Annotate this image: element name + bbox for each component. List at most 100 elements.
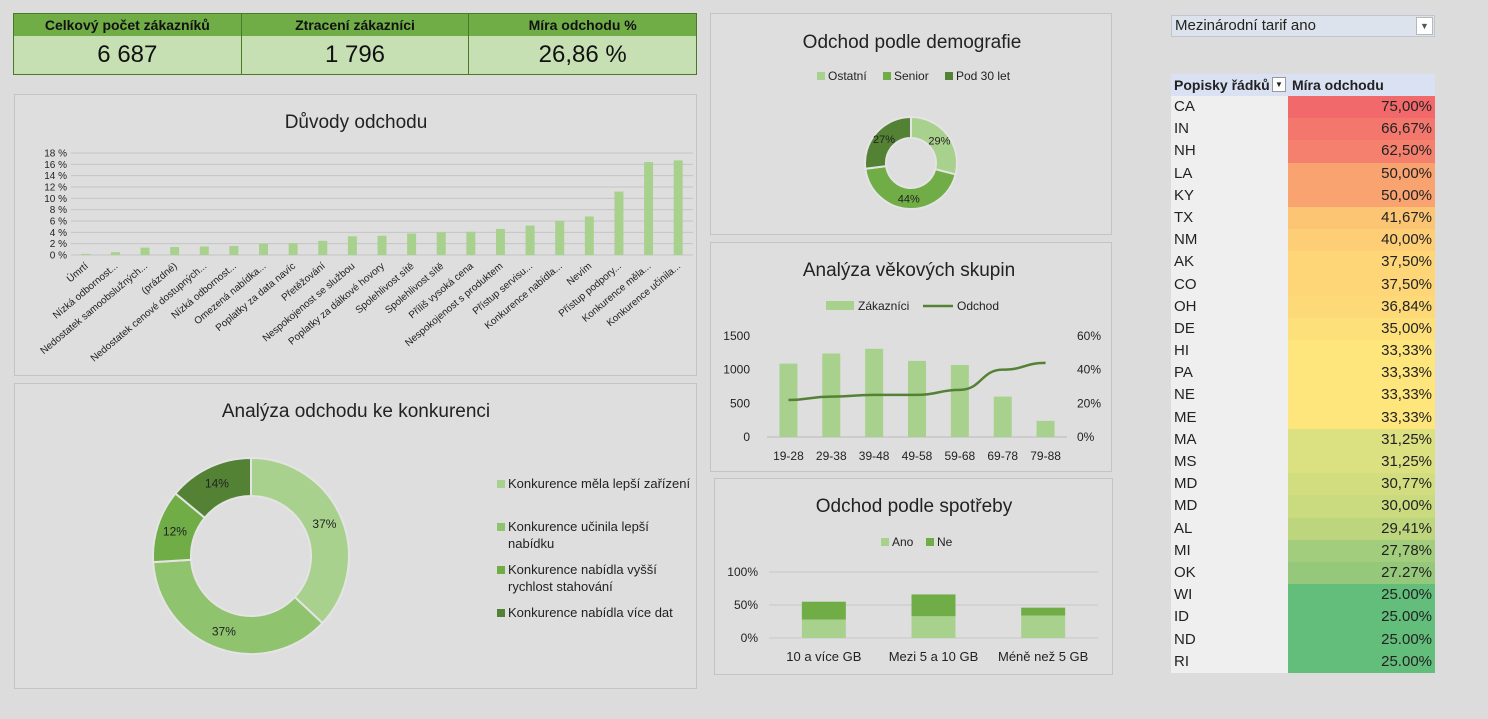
data-label: 37% <box>212 624 236 638</box>
table-row[interactable]: MA 31,25% <box>1171 428 1435 451</box>
table-row[interactable]: AL 29,41% <box>1171 517 1435 540</box>
bar <box>614 191 624 255</box>
x-tick-label: Mezi 5 a 10 GB <box>889 649 979 664</box>
pie-slice <box>152 558 324 655</box>
bar <box>908 360 926 437</box>
x-tick-label: 39-48 <box>859 449 890 463</box>
chart-panel-usage[interactable]: Odchod podle spotřeby Ano Ne 0% 50% 100% 10 a … <box>714 478 1113 675</box>
table-row[interactable]: ND 25.00% <box>1171 628 1435 651</box>
table-row[interactable]: MD 30,77% <box>1171 473 1435 496</box>
table-row[interactable]: OK 27.27% <box>1171 561 1435 585</box>
state-cell: TX <box>1171 206 1288 230</box>
table-row[interactable]: NM 40,00% <box>1171 229 1435 252</box>
table-row[interactable]: IN 66,67% <box>1171 118 1435 141</box>
churn-rate-cell: 75,00% <box>1288 96 1435 119</box>
x-tick-label: 79-88 <box>1030 449 1061 463</box>
usage-stacked-chart: Odchod podle spotřeby Ano Ne 0% 50% 100% 10 a … <box>727 496 1098 664</box>
table-row[interactable]: ME 33,33% <box>1171 406 1435 429</box>
churn-rate-cell: 36,84% <box>1288 295 1435 318</box>
state-cell: WI <box>1171 584 1288 607</box>
table-row[interactable]: RI 25.00% <box>1171 650 1435 673</box>
churn-rate-cell: 40,00% <box>1288 229 1435 252</box>
table-row[interactable]: MD 30,00% <box>1171 495 1435 518</box>
data-label: 44% <box>898 194 920 206</box>
pie-slice <box>864 115 912 170</box>
table-row[interactable]: NH 62,50% <box>1171 140 1435 163</box>
bar <box>407 233 417 255</box>
x-tick-label: 69-78 <box>987 449 1018 463</box>
state-cell: ME <box>1171 406 1288 429</box>
legend-label: Konkurence učinila lepší <box>508 519 649 534</box>
y-tick-label-right: 0% <box>1077 430 1095 444</box>
chart-title: Analýza odchodu ke konkurenci <box>222 401 490 422</box>
churn-rate-cell: 37,50% <box>1288 273 1435 296</box>
table-row[interactable]: LA 50,00% <box>1171 162 1435 185</box>
legend-label: Ne <box>937 535 953 549</box>
table-row[interactable]: MS 31,25% <box>1171 451 1435 474</box>
chart-panel-competition[interactable]: Analýza odchodu ke konkurenci 37% 37% 12% 14… <box>14 383 697 689</box>
legend-swatch <box>497 480 505 488</box>
bar <box>993 396 1012 437</box>
table-row[interactable]: KY 50,00% <box>1171 184 1435 207</box>
churn-rate-cell: 50,00% <box>1288 162 1435 185</box>
y-tick-label: 8 % <box>50 205 67 216</box>
stacked-bar-segment <box>801 601 846 620</box>
pivot-col-row-labels[interactable]: Popisky řádků ▼ <box>1171 74 1288 96</box>
legend-label: Konkurence měla lepší zařízení <box>508 476 690 491</box>
table-row[interactable]: ID 25.00% <box>1171 606 1435 629</box>
table-row[interactable]: WI 25.00% <box>1171 584 1435 607</box>
chart-panel-demography[interactable]: Odchod podle demografie Ostatní Senior Pod … <box>710 13 1112 235</box>
legend-label: Zákazníci <box>858 299 909 313</box>
churn-rate-cell: 33,33% <box>1288 406 1435 429</box>
table-row[interactable]: TX 41,67% <box>1171 206 1435 230</box>
state-cell: AK <box>1171 251 1288 274</box>
table-row[interactable]: PA 33,33% <box>1171 362 1435 385</box>
kpi-churn-rate: Míra odchodu % 26,86 % <box>469 14 697 74</box>
chart-panel-age[interactable]: Analýza věkových skupin Zákazníci Odchod 0 5… <box>710 242 1112 472</box>
x-tick-label: Úmrtí <box>64 259 91 285</box>
churn-rate-cell: 41,67% <box>1288 206 1435 230</box>
table-row[interactable]: HI 33,33% <box>1171 340 1435 363</box>
chart-panel-reasons[interactable]: Důvody odchodu 0 % 2 % 4 % 6 % 8 % 10 % 12 % 14 … <box>14 94 697 376</box>
state-cell: AL <box>1171 517 1288 540</box>
table-row[interactable]: DE 35,00% <box>1171 317 1435 341</box>
churn-rate-cell: 25.00% <box>1288 606 1435 629</box>
kpi-value: 1 796 <box>324 41 386 68</box>
y-tick-label: 6 % <box>50 217 67 228</box>
x-tick-label: Méně než 5 GB <box>998 649 1088 664</box>
x-tick-label: 29-38 <box>816 449 847 463</box>
stacked-bar-segment <box>911 616 956 638</box>
churn-rate-cell: 27.27% <box>1288 561 1435 585</box>
churn-rate-cell: 29,41% <box>1288 517 1435 540</box>
bar <box>584 216 594 255</box>
state-cell: OH <box>1171 295 1288 318</box>
state-cell: CA <box>1171 96 1288 119</box>
slicer-filter[interactable]: Mezinárodní tarif ano ▼ <box>1171 15 1435 37</box>
table-row[interactable]: CA 75,00% <box>1171 96 1435 119</box>
y-tick-label: 18 % <box>44 149 67 160</box>
pie-slice <box>864 165 957 210</box>
y-tick-label: 2 % <box>50 239 67 250</box>
table-row[interactable]: MI 27,78% <box>1171 539 1435 562</box>
state-cell: MA <box>1171 428 1288 451</box>
kpi-value: 6 687 <box>97 41 158 68</box>
churn-rate-cell: 30,77% <box>1288 473 1435 496</box>
table-row[interactable]: NE 33,33% <box>1171 384 1435 407</box>
bar <box>229 245 239 255</box>
churn-rate-cell: 50,00% <box>1288 184 1435 207</box>
table-row[interactable]: OH 36,84% <box>1171 295 1435 318</box>
filter-dropdown-icon[interactable]: ▼ <box>1272 77 1286 92</box>
data-label: 12% <box>163 524 187 538</box>
state-cell: MD <box>1171 495 1288 518</box>
legend-swatch <box>826 301 854 310</box>
state-cell: HI <box>1171 340 1288 363</box>
table-row[interactable]: CO 37,50% <box>1171 273 1435 296</box>
dropdown-arrow-icon[interactable]: ▼ <box>1416 17 1433 35</box>
churn-rate-cell: 62,50% <box>1288 140 1435 163</box>
stacked-bar-segment <box>801 619 846 638</box>
slicer-value: Mezinárodní tarif ano <box>1175 17 1316 34</box>
state-cell: ID <box>1171 606 1288 629</box>
table-row[interactable]: AK 37,50% <box>1171 251 1435 274</box>
state-cell: NE <box>1171 384 1288 407</box>
bar <box>81 253 91 255</box>
